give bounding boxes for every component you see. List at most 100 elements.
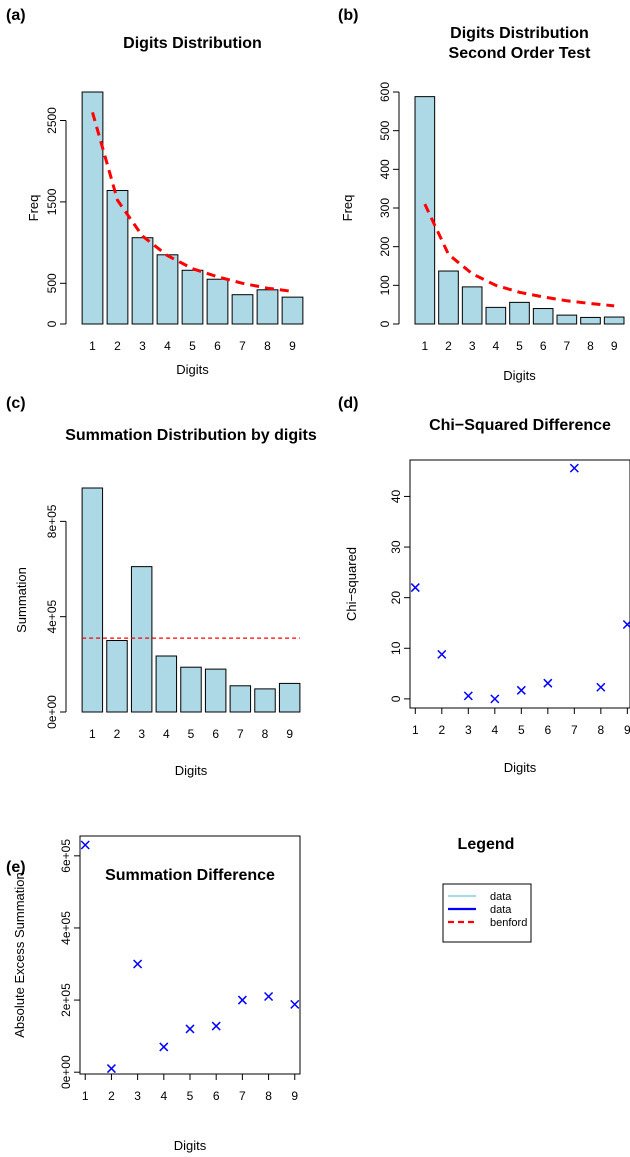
x-tick-label: 3 bbox=[138, 727, 145, 741]
data-point-digit-1 bbox=[80, 840, 90, 850]
x-tick-label: 3 bbox=[465, 723, 472, 737]
x-tick-label: 7 bbox=[239, 1089, 246, 1103]
y-tick-label: 8e+05 bbox=[45, 504, 59, 538]
x-tick-label: 1 bbox=[421, 339, 428, 353]
x-tick-label: 2 bbox=[445, 339, 452, 353]
data-point-digit-3 bbox=[133, 959, 143, 969]
x-tick-label: 5 bbox=[188, 727, 195, 741]
legend-entry-label: benford bbox=[490, 917, 527, 929]
x-tick-label: 2 bbox=[108, 1089, 115, 1103]
bar-digit-3 bbox=[130, 566, 153, 713]
y-tick-label: 0e+00 bbox=[59, 1055, 73, 1089]
data-point-digit-8 bbox=[596, 682, 606, 692]
y-tick-label: 500 bbox=[378, 120, 392, 140]
chart-title: Second Order Test bbox=[449, 45, 592, 62]
x-tick-label: 8 bbox=[597, 723, 604, 737]
y-tick-label: 100 bbox=[378, 275, 392, 295]
bar-digit-2 bbox=[106, 640, 128, 713]
x-tick-label: 4 bbox=[492, 339, 499, 353]
panel-c-summation-distribution: (c) Summation Distribution by digits 0e+00… bbox=[6, 395, 317, 778]
legend-title: Legend bbox=[458, 836, 515, 853]
y-tick-label: 500 bbox=[45, 273, 59, 293]
data-point-digit-7 bbox=[569, 463, 579, 473]
bar-digit-5 bbox=[509, 301, 530, 325]
bar-digit-6 bbox=[204, 668, 227, 713]
y-tick-label: 200 bbox=[378, 236, 392, 256]
data-point-digit-6 bbox=[543, 678, 553, 688]
y-axis-label: Absolute Excess Summation bbox=[12, 872, 27, 1037]
y-axis-label: Chi−squared bbox=[344, 547, 359, 621]
bar-digit-1 bbox=[81, 91, 104, 325]
plot-frame bbox=[409, 459, 630, 709]
x-tick-label: 1 bbox=[89, 727, 96, 741]
bar-digit-5 bbox=[181, 269, 204, 325]
bar-digit-5 bbox=[180, 666, 202, 713]
panel-a-digits-distribution: (a) Digits Distribution 0 500 1500 2500 Digits… bbox=[6, 7, 304, 377]
data-point-digit-1 bbox=[410, 583, 420, 593]
x-tick-label: 8 bbox=[265, 1089, 272, 1103]
y-tick-label: 600 bbox=[378, 82, 392, 102]
bar-digit-6 bbox=[532, 308, 554, 325]
bar-digit-7 bbox=[231, 294, 254, 325]
y-tick-label: 2500 bbox=[45, 107, 59, 134]
y-tick-label: 1500 bbox=[45, 188, 59, 215]
panel-label: (c) bbox=[6, 395, 26, 412]
x-tick-label: 4 bbox=[164, 339, 171, 353]
x-axis-label: Digits bbox=[504, 760, 537, 775]
x-tick-label: 6 bbox=[214, 339, 221, 353]
panel-label: (e) bbox=[6, 859, 26, 876]
x-tick-label: 1 bbox=[89, 339, 96, 353]
bar-digit-9 bbox=[278, 682, 301, 713]
y-tick-label: 30 bbox=[389, 540, 403, 554]
data-point-digit-4 bbox=[159, 1042, 169, 1052]
bar-digit-7 bbox=[229, 685, 252, 713]
x-tick-label: 5 bbox=[187, 1089, 194, 1103]
data-point-digit-2 bbox=[106, 1064, 116, 1074]
data-point-digit-5 bbox=[516, 685, 526, 695]
x-tick-label: 8 bbox=[262, 727, 269, 741]
bar-digit-9 bbox=[281, 296, 304, 325]
x-tick-label: 5 bbox=[518, 723, 525, 737]
x-axis-label: Digits bbox=[176, 362, 209, 377]
x-tick-label: 3 bbox=[469, 339, 476, 353]
x-tick-label: 5 bbox=[516, 339, 523, 353]
data-point-digit-7 bbox=[237, 995, 247, 1005]
x-tick-label: 7 bbox=[237, 727, 244, 741]
chart-title: Summation Difference bbox=[105, 867, 275, 884]
y-tick-label: 300 bbox=[378, 198, 392, 218]
data-point-digit-8 bbox=[264, 991, 274, 1002]
panel-label: (d) bbox=[338, 395, 358, 412]
legend-entry-label: data bbox=[490, 891, 512, 903]
benford-expected-curve bbox=[91, 111, 293, 293]
data-point-digit-2 bbox=[437, 649, 447, 659]
x-tick-label: 8 bbox=[587, 339, 594, 353]
x-tick-label: 9 bbox=[286, 727, 293, 741]
chart-title: Digits Distribution bbox=[123, 35, 262, 52]
x-tick-label: 4 bbox=[491, 723, 498, 737]
bar-digit-4 bbox=[155, 655, 178, 713]
x-tick-label: 9 bbox=[291, 1089, 298, 1103]
bar-digit-2 bbox=[438, 270, 459, 325]
y-axis-label: Summation bbox=[14, 567, 29, 633]
bar-digit-8 bbox=[580, 316, 601, 325]
x-tick-label: 4 bbox=[160, 1089, 167, 1103]
y-tick-label: 0 bbox=[45, 320, 59, 327]
x-tick-label: 9 bbox=[624, 723, 630, 737]
y-tick-label: 0 bbox=[389, 695, 403, 702]
x-tick-label: 6 bbox=[544, 723, 551, 737]
bar-digit-1 bbox=[81, 487, 104, 713]
panel-label: (b) bbox=[338, 7, 358, 24]
bar-digit-6 bbox=[206, 278, 229, 325]
y-tick-label: 0 bbox=[378, 320, 392, 327]
y-axis-label: Freq bbox=[340, 195, 355, 222]
x-tick-label: 1 bbox=[412, 723, 419, 737]
x-tick-label: 1 bbox=[82, 1089, 89, 1103]
x-axis-label: Digits bbox=[503, 368, 536, 383]
y-tick-label: 0e+00 bbox=[45, 695, 59, 729]
bar-digit-3 bbox=[461, 286, 483, 325]
x-axis-label: Digits bbox=[175, 763, 208, 778]
y-tick-label: 20 bbox=[389, 591, 403, 605]
y-tick-label: 4e+05 bbox=[59, 911, 73, 945]
x-tick-label: 9 bbox=[611, 339, 618, 353]
